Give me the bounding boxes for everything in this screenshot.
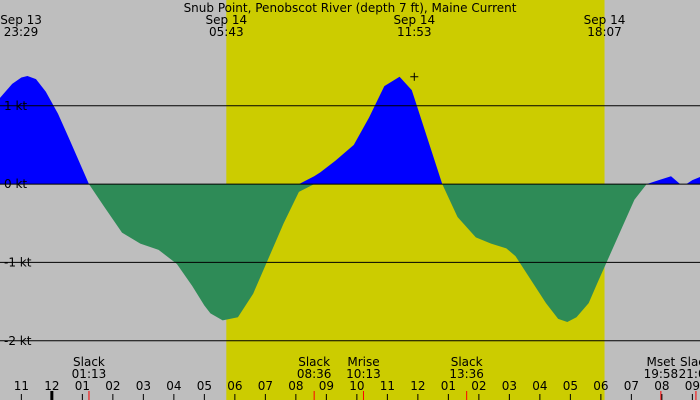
max-marker [410,72,419,81]
flood-area [0,75,700,185]
hour-tick-label: 09 [685,379,700,393]
top-time-label: 05:43 [209,25,244,39]
event-time-label: 08:36 [297,367,332,381]
hour-tick-label: 05 [197,379,212,393]
hour-tick-label: 08 [288,379,303,393]
hour-tick-label: 01 [441,379,456,393]
top-time-label: 11:53 [397,25,432,39]
hour-tick-label: 03 [502,379,517,393]
event-time-label: 21:07 [679,367,700,381]
hour-tick-label: 12 [410,379,425,393]
event-time-label: 13:36 [449,367,484,381]
top-date-label: Sep 14 [205,13,247,27]
hour-tick-label: 03 [136,379,151,393]
hour-tick-label: 11 [380,379,395,393]
hour-tick-label: 04 [166,379,181,393]
hour-tick-label: 09 [319,379,334,393]
y-tick-label: -1 kt [4,255,32,269]
hour-tick-label: 02 [105,379,120,393]
hour-tick-label: 06 [227,379,242,393]
event-time-label: 19:58 [644,367,679,381]
hour-tick-label: 04 [532,379,547,393]
hour-tick-label: 06 [593,379,608,393]
top-time-label: 23:29 [4,25,39,39]
event-name-label: Slack [73,355,105,369]
event-name-label: Mrise [347,355,379,369]
hour-tick-label: 12 [44,379,59,393]
event-name-label: Slack [298,355,330,369]
top-date-label: Sep 14 [393,13,435,27]
hour-tick-label: 07 [258,379,273,393]
hour-tick-label: 01 [75,379,90,393]
hour-tick-label: 07 [624,379,639,393]
event-name-label: Mset [647,355,676,369]
ebb-area [0,184,700,322]
y-tick-label: 1 kt [4,99,27,113]
hour-tick-label: 10 [349,379,364,393]
event-name-label: Slack [680,355,700,369]
event-name-label: Slack [451,355,483,369]
event-time-label: 01:13 [72,367,107,381]
chart-title: Snub Point, Penobscot River (depth 7 ft)… [184,1,517,15]
hour-tick-label: 05 [563,379,578,393]
top-time-label: 18:07 [587,25,622,39]
event-time-label: 10:13 [346,367,381,381]
y-tick-label: 0 kt [4,177,27,191]
hour-tick-label: 08 [654,379,669,393]
hour-tick-label: 11 [14,379,29,393]
y-tick-label: -2 kt [4,334,32,348]
top-date-label: Sep 14 [584,13,626,27]
hour-tick-label: 02 [471,379,486,393]
top-date-label: Sep 13 [0,13,42,27]
